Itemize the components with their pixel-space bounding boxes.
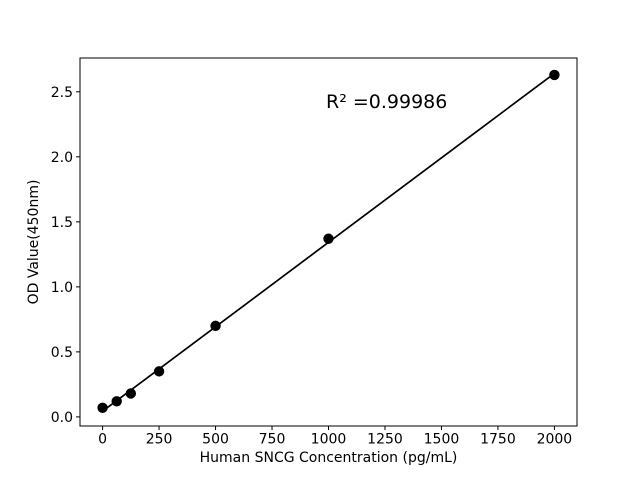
data-point: [210, 320, 221, 332]
x-tick-label: 2000: [537, 432, 573, 448]
y-tick-label: 0.0: [51, 410, 73, 426]
x-tick-label: 1500: [424, 432, 460, 448]
data-point: [549, 69, 560, 81]
x-tick-label: 500: [202, 432, 229, 448]
x-tick-label: 250: [146, 432, 173, 448]
y-tick-label: 0.5: [51, 345, 73, 361]
y-axis-label: OD Value(450nm): [26, 180, 42, 305]
y-tick-label: 1.5: [51, 215, 73, 231]
x-tick-label: 1750: [480, 432, 516, 448]
x-axis-label: Human SNCG Concentration (pg/mL): [200, 450, 458, 466]
y-tick-label: 2.5: [51, 85, 73, 101]
plot-area: 0 250 500 750 1000 1250 1500 1750 2000 0.0 0.5 1.0 1…: [51, 57, 578, 448]
data-point: [323, 233, 334, 244]
x-tick-label: 750: [259, 432, 286, 448]
x-tick-label: 1000: [311, 432, 347, 448]
data-point: [111, 396, 122, 407]
x-tick-label: 0: [98, 432, 107, 448]
y-tick-label: 1.0: [51, 280, 73, 296]
y-tick-label: 2.0: [51, 150, 73, 166]
data-point: [97, 402, 108, 413]
data-point: [125, 388, 137, 399]
x-tick-label: 1250: [367, 432, 403, 448]
r-squared-annotation: R² =0.99986: [326, 91, 447, 113]
data-point: [153, 366, 165, 377]
